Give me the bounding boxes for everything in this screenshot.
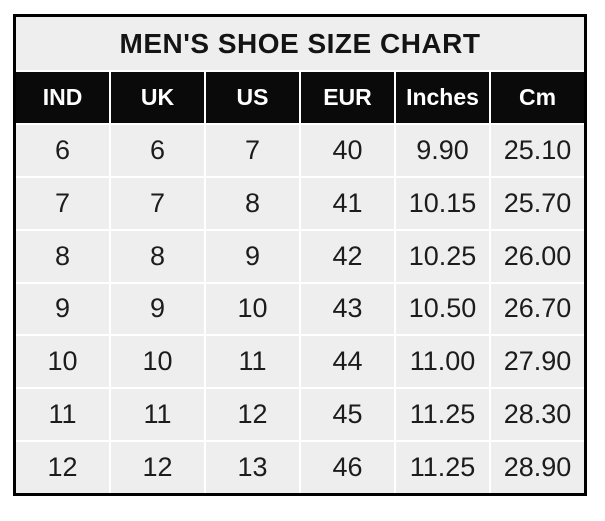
table-cell: 11.25 [396,442,489,493]
table-cell: 40 [301,125,394,176]
table-cell: 10 [206,283,299,335]
table-cell: 12 [111,442,204,493]
column-header: US [206,72,299,123]
table-cell: 9 [111,283,204,335]
table-cell: 9 [16,283,109,335]
table-cell: 26.70 [491,283,584,335]
table-cell: 8 [206,177,299,229]
table-cell: 26.00 [491,230,584,282]
column-header: Cm [491,72,584,123]
table-cell: 9 [206,230,299,282]
table-cell: 11.25 [396,389,489,441]
table-cell: 12 [16,442,109,493]
table-cell: 46 [301,442,394,493]
table-cell: 9.90 [396,125,489,176]
table-cell: 11 [111,389,204,441]
column-header: Inches [396,72,489,123]
table-cell: 7 [111,177,204,229]
table-cell: 42 [301,230,394,282]
table-cell: 25.70 [491,177,584,229]
table-cell: 25.10 [491,125,584,176]
table-cell: 12 [206,389,299,441]
table-cell: 44 [301,336,394,388]
table-cell: 43 [301,283,394,335]
table-cell: 6 [16,125,109,176]
table-cell: 8 [16,230,109,282]
table-cell: 11.00 [396,336,489,388]
column-header: IND [16,72,109,123]
column-header: UK [111,72,204,123]
table-cell: 11 [206,336,299,388]
size-table: MEN'S SHOE SIZE CHART IND UK US EUR Inches Cm… [13,14,587,496]
table-cell: 41 [301,177,394,229]
table-cell: 7 [206,125,299,176]
table-cell: 13 [206,442,299,493]
table-cell: 10.15 [396,177,489,229]
table-cell: 11 [16,389,109,441]
table-cell: 6 [111,125,204,176]
table-cell: 10 [16,336,109,388]
table-cell: 10.50 [396,283,489,335]
table-cell: 7 [16,177,109,229]
table-cell: 10 [111,336,204,388]
table-cell: 10.25 [396,230,489,282]
table-cell: 8 [111,230,204,282]
table-cell: 28.30 [491,389,584,441]
table-cell: 27.90 [491,336,584,388]
chart-title: MEN'S SHOE SIZE CHART [16,17,584,70]
table-cell: 28.90 [491,442,584,493]
table-cell: 45 [301,389,394,441]
column-header: EUR [301,72,394,123]
